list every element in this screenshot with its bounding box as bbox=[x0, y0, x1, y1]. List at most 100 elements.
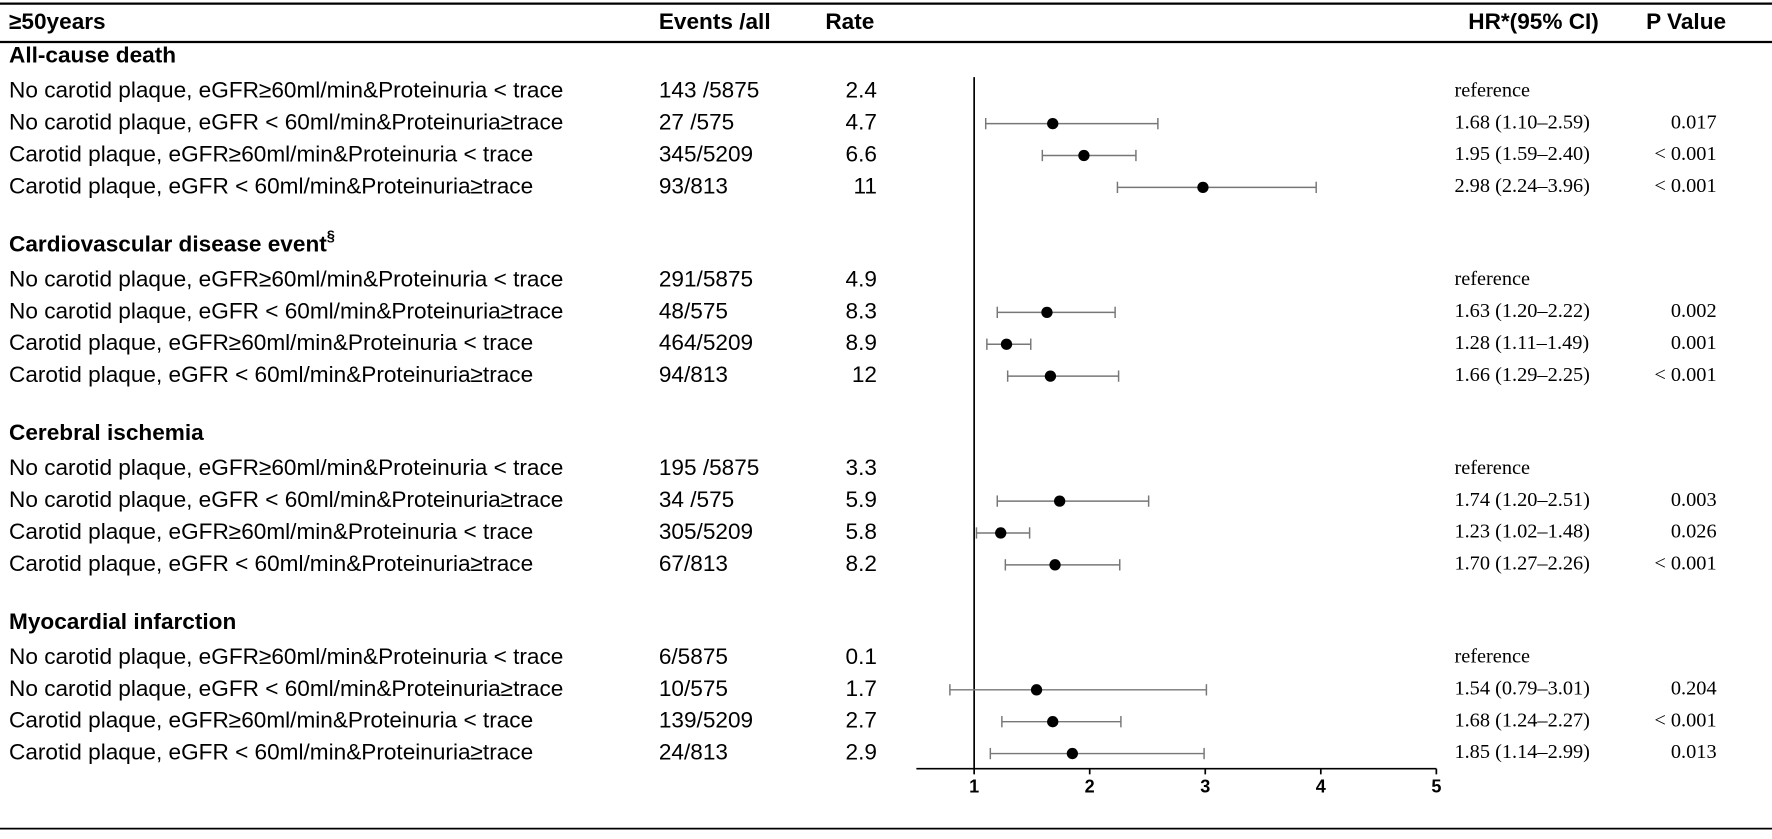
confidence-interval bbox=[1116, 181, 1317, 194]
row-label: Carotid plaque, eGFR < 60ml/min&Proteinu… bbox=[9, 740, 533, 765]
p-value: 0.026 bbox=[1671, 521, 1717, 543]
rate: 8.9 bbox=[846, 330, 877, 355]
rate: 3.3 bbox=[846, 455, 877, 480]
events: 94/813 bbox=[659, 362, 728, 387]
hr-text: 1.70 (1.27–2.26) bbox=[1454, 553, 1590, 575]
p-value: 0.003 bbox=[1671, 489, 1717, 511]
x-tick-label: 5 bbox=[1431, 777, 1441, 797]
events: 34 /575 bbox=[659, 487, 734, 512]
rate: 4.7 bbox=[846, 110, 877, 135]
confidence-interval bbox=[996, 495, 1150, 507]
hr-text: reference bbox=[1454, 646, 1530, 668]
rate: 0.1 bbox=[846, 644, 877, 669]
confidence-interval bbox=[1001, 716, 1122, 728]
hr-point bbox=[1047, 117, 1059, 130]
hr-text: 2.98 (2.24–3.96) bbox=[1454, 175, 1590, 197]
rate: 8.2 bbox=[846, 551, 877, 576]
row-label: Carotid plaque, eGFR < 60ml/min&Proteinu… bbox=[9, 362, 533, 387]
confidence-interval bbox=[996, 306, 1116, 319]
p-value: 0.002 bbox=[1671, 300, 1717, 322]
confidence-interval bbox=[984, 117, 1159, 130]
hr-text: reference bbox=[1454, 79, 1530, 101]
row-label: No carotid plaque, eGFR≥60ml/min&Protein… bbox=[9, 455, 563, 480]
group-title: Cerebral ischemia bbox=[9, 420, 204, 445]
row-label: No carotid plaque, eGFR < 60ml/min&Prote… bbox=[9, 110, 563, 135]
group-title: All-cause death bbox=[9, 43, 176, 68]
events: 67/813 bbox=[659, 551, 728, 576]
events: 345/5209 bbox=[659, 141, 753, 166]
hr-text: 1.85 (1.14–2.99) bbox=[1454, 741, 1590, 763]
events: 464/5209 bbox=[659, 330, 753, 355]
row-label: Carotid plaque, eGFR≥60ml/min&Proteinuri… bbox=[9, 519, 533, 544]
x-tick-label: 4 bbox=[1316, 777, 1326, 797]
row-label: No carotid plaque, eGFR < 60ml/min&Prote… bbox=[9, 676, 563, 701]
row-label: Carotid plaque, eGFR≥60ml/min&Proteinuri… bbox=[9, 708, 533, 733]
hr-text: 1.28 (1.11–1.49) bbox=[1454, 332, 1589, 354]
rate: 1.7 bbox=[846, 676, 877, 701]
rate: 2.9 bbox=[846, 740, 877, 765]
rate: 11 bbox=[853, 173, 876, 198]
hr-point bbox=[1078, 149, 1090, 162]
row-label: No carotid plaque, eGFR≥60ml/min&Protein… bbox=[9, 78, 563, 103]
rate: 5.9 bbox=[846, 487, 877, 512]
events: 305/5209 bbox=[659, 519, 753, 544]
rate: 2.7 bbox=[846, 708, 877, 733]
group-title-superscript: § bbox=[327, 228, 335, 244]
rate: 2.4 bbox=[846, 78, 877, 103]
p-value: 0.013 bbox=[1671, 741, 1717, 763]
events: 10/575 bbox=[659, 676, 728, 701]
events: 6/5875 bbox=[659, 644, 728, 669]
hr-point bbox=[1049, 559, 1061, 571]
hr-point bbox=[1044, 370, 1057, 382]
row-label: Carotid plaque, eGFR < 60ml/min&Proteinu… bbox=[9, 173, 533, 198]
confidence-interval bbox=[1006, 370, 1120, 382]
x-tick-label: 1 bbox=[969, 777, 979, 797]
rate: 8.3 bbox=[846, 298, 877, 323]
p-value: < 0.001 bbox=[1654, 364, 1716, 386]
hr-point bbox=[1047, 716, 1059, 728]
x-tick-label: 2 bbox=[1085, 777, 1095, 797]
hr-text: 1.68 (1.24–2.27) bbox=[1454, 709, 1590, 731]
row-label: Carotid plaque, eGFR≥60ml/min&Proteinuri… bbox=[9, 330, 533, 355]
row-label: No carotid plaque, eGFR≥60ml/min&Protein… bbox=[9, 644, 563, 669]
hr-text: 1.63 (1.20–2.22) bbox=[1454, 300, 1590, 322]
row-label: Carotid plaque, eGFR < 60ml/min&Proteinu… bbox=[9, 551, 533, 576]
header-label: ≥50years bbox=[9, 9, 106, 34]
hr-point bbox=[995, 527, 1007, 539]
header-p: P Value bbox=[1646, 9, 1726, 34]
row-label: No carotid plaque, eGFR≥60ml/min&Protein… bbox=[9, 266, 563, 291]
header-events: Events /all bbox=[659, 9, 771, 34]
hr-text: 1.74 (1.20–2.51) bbox=[1454, 489, 1590, 511]
p-value: < 0.001 bbox=[1654, 175, 1716, 197]
hr-text: reference bbox=[1454, 268, 1530, 290]
hr-text: 1.95 (1.59–2.40) bbox=[1454, 143, 1590, 165]
rate: 4.9 bbox=[846, 266, 877, 291]
group-title-text: All-cause death bbox=[9, 43, 176, 68]
p-value: < 0.001 bbox=[1654, 553, 1716, 575]
events: 195 /5875 bbox=[659, 455, 760, 480]
events: 93/813 bbox=[659, 173, 728, 198]
x-tick-label: 3 bbox=[1200, 777, 1210, 797]
group-title: Cardiovascular disease event§ bbox=[9, 228, 335, 256]
row-label: No carotid plaque, eGFR < 60ml/min&Prote… bbox=[9, 298, 563, 323]
hr-text: reference bbox=[1454, 457, 1530, 479]
hr-text: 1.23 (1.02–1.48) bbox=[1454, 521, 1590, 543]
hr-point bbox=[1066, 747, 1079, 760]
p-value: < 0.001 bbox=[1654, 709, 1716, 731]
hr-point bbox=[1197, 181, 1209, 194]
header-rate: Rate bbox=[825, 9, 874, 34]
events: 48/575 bbox=[659, 298, 728, 323]
events: 24/813 bbox=[659, 740, 728, 765]
group-title: Myocardial infarction bbox=[9, 609, 236, 634]
hr-point bbox=[1000, 338, 1013, 350]
confidence-interval bbox=[949, 684, 1208, 696]
group-title-text: Myocardial infarction bbox=[9, 609, 236, 634]
hr-point bbox=[1030, 684, 1043, 696]
events: 27 /575 bbox=[659, 110, 734, 135]
group-title-text: Cardiovascular disease event bbox=[9, 231, 327, 256]
hr-text: 1.66 (1.29–2.25) bbox=[1454, 364, 1590, 386]
events: 143 /5875 bbox=[659, 78, 760, 103]
p-value: 0.204 bbox=[1671, 677, 1717, 699]
hr-text: 1.54 (0.79–3.01) bbox=[1454, 677, 1590, 699]
rate: 12 bbox=[852, 362, 877, 387]
